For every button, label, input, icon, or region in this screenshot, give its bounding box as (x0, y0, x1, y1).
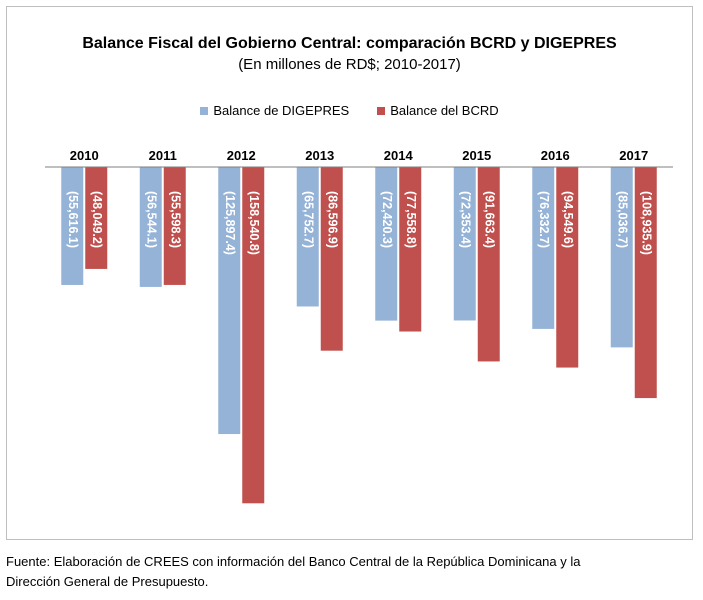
data-label-digepres-2010: (55,616.1) (66, 191, 80, 248)
x-tick-label-2011: 2011 (149, 148, 177, 163)
x-tick-label-2012: 2012 (227, 148, 256, 163)
x-tick-label-2013: 2013 (305, 148, 334, 163)
data-label-bcrd-2016: (94,549.6) (561, 191, 575, 248)
bar-digepres-2015 (453, 167, 476, 321)
bar-digepres-2016 (532, 167, 555, 329)
data-label-bcrd-2013: (86,596.9) (325, 191, 339, 248)
data-label-bcrd-2011: (55,598.3) (168, 191, 182, 248)
bar-digepres-2012 (218, 167, 241, 435)
bar-bcrd-2012 (242, 167, 265, 504)
data-label-digepres-2015: (72,353.4) (458, 191, 472, 248)
x-tick-label-2010: 2010 (70, 148, 99, 163)
data-label-digepres-2016: (76,332.7) (537, 191, 551, 248)
data-label-digepres-2012: (125,897.4) (223, 191, 237, 255)
legend-entry-digepres: Balance de DIGEPRES (200, 103, 349, 118)
legend-swatch-digepres (200, 106, 209, 115)
bar-bcrd-2017 (634, 167, 657, 399)
bar-digepres-2013 (296, 167, 319, 307)
data-label-bcrd-2017: (108,935.9) (639, 191, 653, 255)
legend-label-bcrd: Balance del BCRD (390, 103, 499, 118)
data-label-digepres-2011: (56,544.1) (144, 191, 158, 248)
x-tick-label-2016: 2016 (541, 148, 570, 163)
source-note-line-1: Fuente: Elaboración de CREES con informa… (6, 554, 581, 569)
data-label-digepres-2017: (85,036.7) (615, 191, 629, 248)
bar-digepres-2017 (610, 167, 633, 348)
bar-bcrd-2010 (85, 167, 108, 269)
legend: Balance de DIGEPRES Balance del BCRD (7, 103, 692, 118)
x-tick-label-2014: 2014 (384, 148, 414, 163)
bar-digepres-2014 (375, 167, 398, 321)
source-note-line-2: Dirección General de Presupuesto. (6, 574, 209, 589)
data-label-bcrd-2012: (158,540.8) (247, 191, 261, 255)
data-label-bcrd-2015: (91,663.4) (482, 191, 496, 248)
legend-swatch-bcrd (377, 106, 386, 115)
plot-area: (55,616.1) (48,049.2) 2010 (56,544.1) (55,59… (45, 148, 673, 504)
x-tick-label-2015: 2015 (462, 148, 491, 163)
legend-label-digepres: Balance de DIGEPRES (213, 103, 350, 118)
bar-bcrd-2014 (399, 167, 422, 332)
bar-bcrd-2013 (320, 167, 343, 351)
bar-bcrd-2016 (556, 167, 579, 368)
bar-bcrd-2011 (163, 167, 186, 285)
source-note: Fuente: Elaboración de CREES con informa… (6, 552, 696, 592)
bar-digepres-2010 (61, 167, 84, 285)
data-label-bcrd-2014: (77,558.8) (404, 191, 418, 248)
data-label-bcrd-2010: (48,049.2) (90, 191, 104, 248)
bar-digepres-2011 (139, 167, 162, 287)
data-label-digepres-2013: (65,752.7) (301, 191, 315, 248)
chart-title: Balance Fiscal del Gobierno Central: com… (82, 35, 617, 52)
data-label-digepres-2014: (72,420.3) (380, 191, 394, 248)
chart-frame: Balance Fiscal del Gobierno Central: com… (6, 6, 693, 540)
x-tick-label-2017: 2017 (619, 148, 648, 163)
legend-entry-bcrd: Balance del BCRD (377, 103, 499, 118)
bar-bcrd-2015 (477, 167, 500, 362)
chart-subtitle: (En millones de RD$; 2010-2017) (238, 56, 461, 73)
